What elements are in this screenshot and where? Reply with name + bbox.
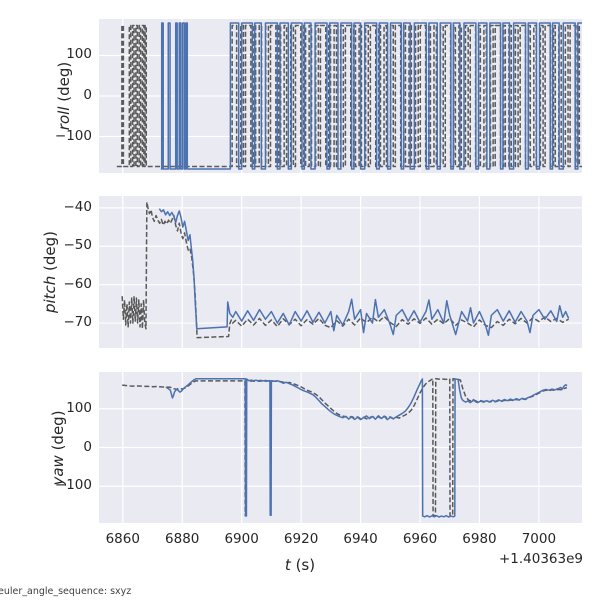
axis-label-unit: (deg) — [49, 409, 67, 455]
axis-label-unit: (deg) — [55, 61, 73, 107]
pitch-traj-line — [158, 208, 570, 337]
y-tick-label: −60 — [63, 275, 93, 292]
x-tick-label: 6900 — [224, 531, 259, 547]
plot-background — [99, 196, 582, 348]
y-tick-label: −40 — [63, 198, 93, 215]
yaw-traj-line — [165, 378, 568, 518]
axis-label-symbol: pitch — [41, 275, 59, 314]
axis-label-symbol: yaw — [49, 454, 67, 486]
x-axis-offset-text: +1.40363e9 — [498, 551, 583, 567]
x-tick-label: 6920 — [283, 531, 319, 547]
x-tick-label: 6880 — [165, 531, 200, 547]
y-tick-label: 0 — [83, 87, 92, 103]
pitch-groundtruth-line — [121, 201, 569, 339]
pitch-plot — [99, 196, 582, 348]
y-tick-label: −100 — [54, 477, 92, 494]
x-tick-label: 6940 — [343, 531, 378, 547]
y-tick-label: −100 — [54, 127, 92, 144]
y-tick-label: 100 — [66, 46, 92, 63]
x-tick-label: 6860 — [105, 531, 140, 547]
footer-note: euler_angle_sequence: sxyz — [0, 586, 132, 597]
roll-plot — [99, 19, 582, 173]
y-tick-label: −50 — [63, 237, 93, 254]
pitch-axis-label: pitch (deg) — [41, 231, 59, 313]
yaw-plot — [99, 372, 582, 523]
roll-groundtruth-line — [116, 24, 582, 168]
x-tick-label: 6980 — [462, 531, 497, 547]
x-axis-label: t (s) — [285, 556, 315, 574]
x-tick-label: 6960 — [402, 531, 438, 547]
y-tick-label: 100 — [66, 399, 92, 416]
y-tick-label: −70 — [63, 314, 93, 331]
roll-axis-label: roll (deg) — [55, 62, 73, 130]
roll-traj-line — [160, 22, 582, 170]
x-tick-label: 7000 — [521, 531, 557, 547]
x-axis-label-unit: (s) — [290, 556, 316, 574]
y-tick-label: 0 — [83, 438, 92, 455]
axis-label-symbol: roll — [55, 106, 73, 131]
x-axis-label-symbol: t — [284, 556, 291, 574]
axis-label-unit: (deg) — [41, 230, 59, 276]
yaw-axis-label: yaw (deg) — [49, 410, 67, 485]
